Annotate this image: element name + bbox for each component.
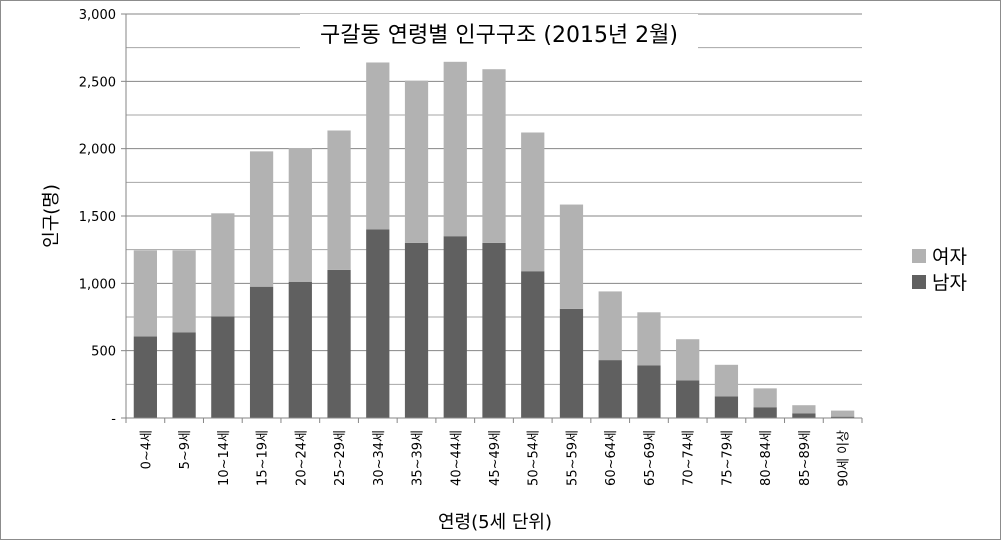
bars — [133, 61, 855, 418]
bar-female — [404, 80, 429, 243]
bar-female — [753, 388, 777, 408]
y-axis-title: 인구(명) — [41, 184, 62, 248]
x-tick-label: 50~54세 — [527, 430, 542, 486]
x-tick-label: 25~29세 — [333, 430, 348, 486]
bar-male — [211, 316, 235, 418]
x-tick-label: 60~64세 — [604, 430, 619, 486]
bar-male — [637, 365, 661, 418]
bar-female — [521, 132, 545, 272]
bar-male — [676, 380, 700, 418]
bar-female — [249, 151, 274, 287]
x-tick-label: 75~79세 — [720, 430, 735, 486]
y-tick-label: 1,500 — [79, 210, 116, 225]
x-tick-label: 55~59세 — [565, 430, 580, 486]
bar-female — [792, 405, 816, 414]
x-tick-label: 40~44세 — [449, 430, 464, 486]
bar-male — [831, 416, 855, 418]
x-tick-label: 30~34세 — [372, 430, 387, 486]
bar-male — [404, 242, 429, 418]
x-tick-label: 5~9세 — [178, 430, 193, 469]
bar-male — [714, 396, 739, 418]
bar-male — [753, 407, 777, 418]
bar-male — [327, 269, 351, 418]
chart-title-box: 구갈동 연령별 인구구조 (2015년 2월) — [300, 14, 698, 54]
x-tick-label: 20~24세 — [294, 430, 309, 486]
bar-female — [482, 69, 506, 243]
bar-male — [133, 336, 157, 418]
bar-male — [366, 229, 390, 418]
y-axis-ticks: - 500 1,000 1,500 2,000 2,500 3,000 — [79, 8, 126, 427]
bar-female — [443, 61, 467, 237]
x-tick-label: 15~19세 — [256, 430, 271, 486]
legend-label: 여자 — [932, 246, 967, 268]
bar-male — [288, 281, 312, 418]
bar-male — [521, 271, 545, 418]
bar-female — [327, 130, 351, 270]
bar-male — [598, 360, 622, 418]
bar-male — [443, 236, 467, 418]
bar-female — [133, 250, 157, 337]
bar-female — [676, 339, 700, 381]
bar-male — [559, 308, 584, 418]
bar-female — [714, 364, 739, 397]
legend-swatch — [912, 275, 926, 289]
y-tick-label: 2,000 — [79, 143, 116, 158]
x-tick-label: 85~89세 — [798, 430, 813, 486]
bar-male — [172, 332, 196, 418]
x-tick-label: 45~49세 — [488, 430, 503, 486]
bar-male — [792, 413, 816, 418]
bar-female — [598, 291, 622, 361]
bar-male — [482, 242, 506, 418]
bar-female — [172, 250, 196, 333]
bar-female — [831, 410, 855, 417]
bar-female — [211, 213, 235, 317]
y-tick-label: 3,000 — [79, 8, 116, 23]
y-tick-label: 500 — [91, 345, 116, 360]
legend-label: 남자 — [932, 272, 967, 294]
x-axis-title: 연령(5세 단위) — [438, 512, 552, 533]
x-tick-label: 35~39세 — [411, 430, 426, 486]
legend-swatch — [912, 249, 926, 263]
bar-female — [288, 147, 312, 282]
x-tick-label: 70~74세 — [682, 430, 697, 486]
bar-female — [559, 204, 584, 309]
x-tick-label: 80~84세 — [759, 430, 774, 486]
bar-female — [366, 62, 390, 230]
x-tick-label: 10~14세 — [217, 430, 232, 486]
y-tick-label: 1,000 — [79, 277, 116, 292]
x-tick-label: 0~4세 — [139, 430, 154, 469]
y-tick-label: - — [111, 412, 116, 427]
x-tick-label: 90세 이상 — [837, 430, 852, 487]
chart-title: 구갈동 연령별 인구구조 (2015년 2월) — [320, 23, 678, 48]
x-axis-ticks: 0~4세 5~9세 10~14세 15~19세 20~24세 25~29세 30~34세 35… — [125, 418, 863, 487]
y-tick-label: 2,500 — [79, 75, 116, 90]
x-tick-label: 65~69세 — [643, 430, 658, 486]
bar-male — [249, 286, 274, 418]
bar-female — [637, 312, 661, 366]
